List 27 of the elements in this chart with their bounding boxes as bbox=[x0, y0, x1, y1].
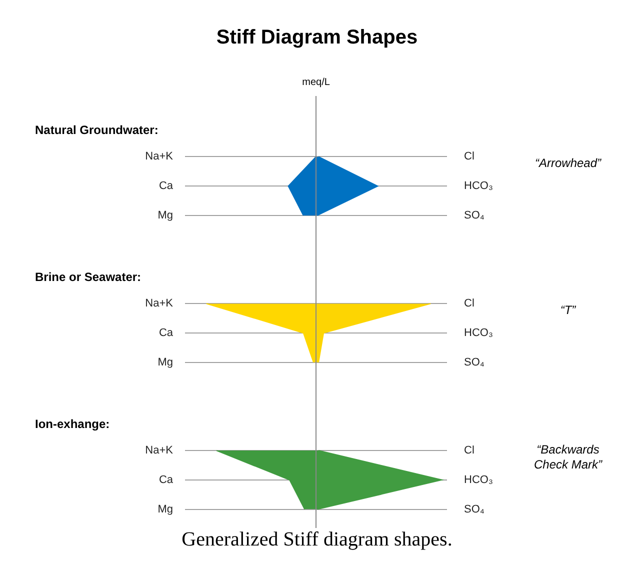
y-tick-label: Na+K bbox=[145, 150, 174, 163]
y2-tick-label: Cl bbox=[464, 150, 474, 163]
text: Ion-exhange: bbox=[35, 416, 110, 431]
y-tick-label: Ca bbox=[158, 180, 174, 192]
y-tick-label: Ca bbox=[158, 474, 174, 486]
text: “Backwards Check Mark” bbox=[534, 442, 604, 472]
y2-tick-label: SO₄ bbox=[464, 503, 485, 516]
text: Natural Groundwater: bbox=[35, 123, 158, 138]
y-tick-label: Mg bbox=[158, 356, 173, 368]
y-tick-label: Ca bbox=[158, 327, 174, 340]
y2-tick-label: HCO₃ bbox=[464, 474, 493, 486]
chart-title: Stiff Diagram Shapes bbox=[216, 26, 418, 49]
y2-tick-label: SO₄ bbox=[464, 209, 485, 222]
y2-tick-label: HCO₃ bbox=[464, 180, 493, 192]
y-tick-label: Na+K bbox=[145, 298, 174, 310]
text: “T” bbox=[560, 302, 577, 317]
text: Generalized Stiff diagram shapes. bbox=[182, 528, 452, 550]
y-tick-label: Na+K bbox=[145, 444, 174, 457]
y2-tick-label: SO₄ bbox=[464, 356, 485, 368]
y-tick-label: Mg bbox=[158, 209, 173, 222]
y2-tick-label: Cl bbox=[464, 444, 474, 457]
y-tick-label: Mg bbox=[158, 503, 173, 516]
y2-tick-label: HCO₃ bbox=[464, 327, 493, 340]
text: meq/L bbox=[302, 76, 330, 88]
text: Brine or Seawater: bbox=[35, 270, 142, 284]
y2-tick-label: Cl bbox=[464, 298, 474, 310]
text: “Arrowhead” bbox=[534, 156, 602, 170]
